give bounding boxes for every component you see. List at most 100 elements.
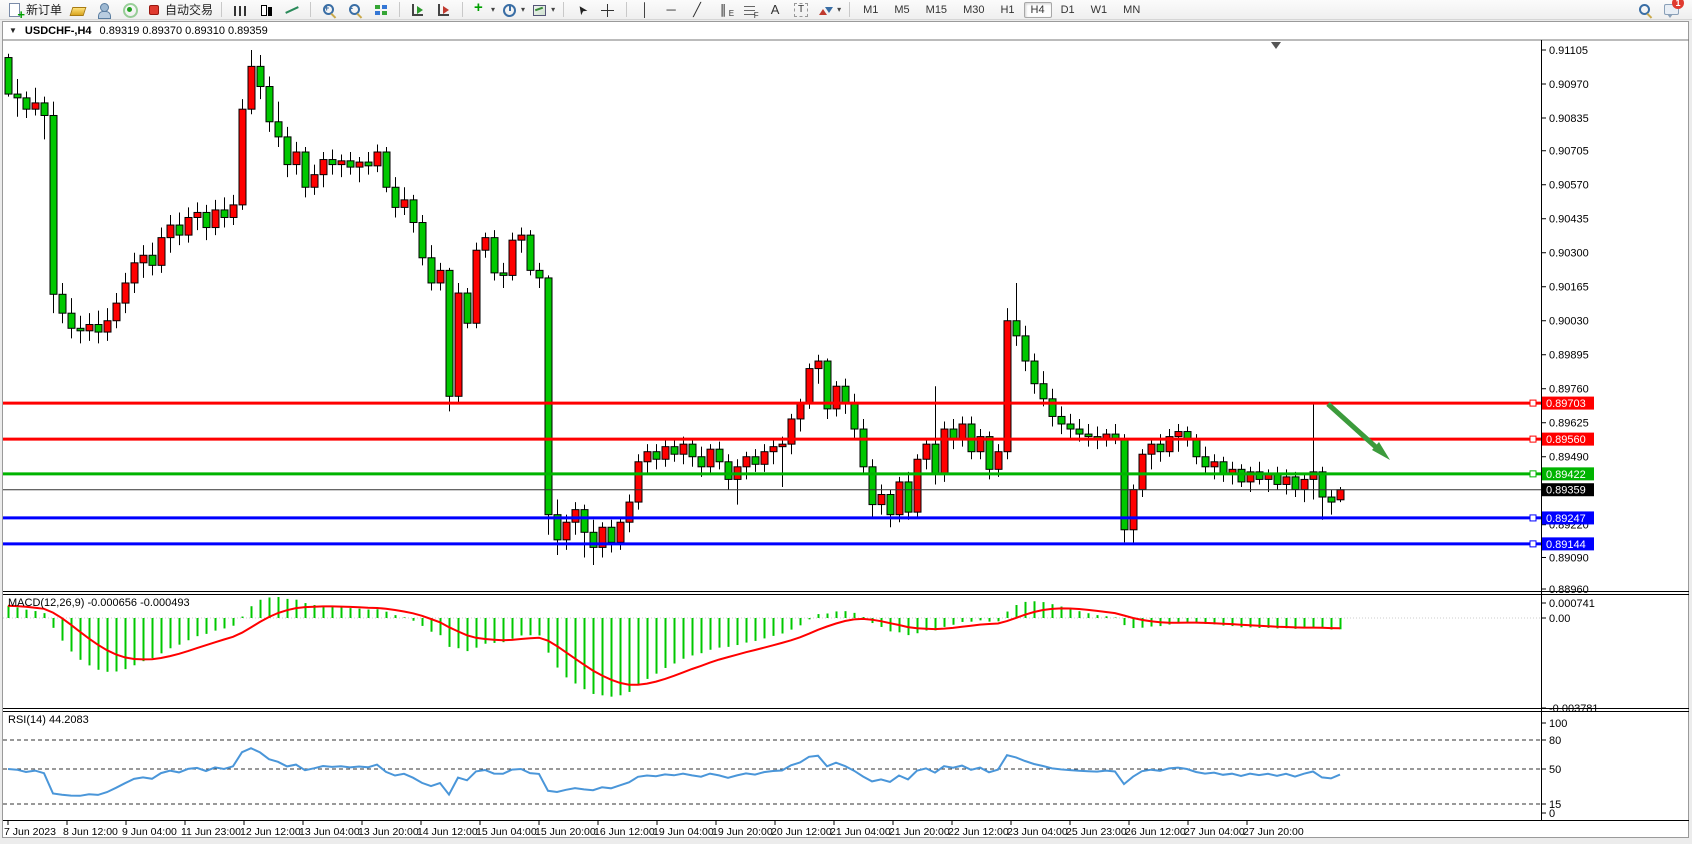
trendline-button[interactable]: ╱ xyxy=(684,1,710,19)
chart-menu-arrow[interactable]: ▼ xyxy=(9,26,17,35)
price-badge-label: 0.89560 xyxy=(1546,434,1586,446)
zoom-in-button[interactable]: + xyxy=(316,1,342,19)
arrows-icon xyxy=(817,2,834,18)
zoom-out-button[interactable]: - xyxy=(342,1,368,19)
chart-title-bar: ▼ USDCHF-,H4 0.89319 0.89370 0.89310 0.8… xyxy=(3,22,268,39)
hline-handle xyxy=(1529,470,1537,478)
indicator-axis-label: 100 xyxy=(1549,718,1567,730)
chart-symbol-period: USDCHF-,H4 xyxy=(24,24,92,37)
rsi-indicator xyxy=(3,739,1541,805)
timeframe-m5-button[interactable]: M5 xyxy=(894,3,910,16)
auto-trading-button-label: 自动交易 xyxy=(165,3,214,17)
channel-button[interactable]: ∥ E xyxy=(710,1,736,19)
auto-trading-icon xyxy=(146,2,162,18)
chevron-down-icon: ▾ xyxy=(837,5,842,14)
price-tick-label: 0.89895 xyxy=(1549,350,1589,362)
toolbar-separator xyxy=(310,2,312,17)
trendline-icon: ╱ xyxy=(693,1,701,17)
vertical-line-icon: │ xyxy=(641,1,650,17)
top-toolbar: 新订单自动交易+-▾▾▾➤│─╱∥EFAT▾M1M5M15M30H1H4D1W1… xyxy=(0,0,1692,22)
auto-trading-button[interactable]: 自动交易 xyxy=(143,1,216,19)
chat-icon: 1 xyxy=(1663,0,1684,18)
time-tick-label: 16 Jun 12:00 xyxy=(594,826,655,838)
time-axis: 7 Jun 2023 8 Jun 12:00 9 Jun 04:00 11 Jun 2… xyxy=(4,821,1304,838)
hline-handle xyxy=(1529,540,1537,548)
text-icon: A xyxy=(770,1,780,17)
crosshair-button[interactable] xyxy=(595,1,621,19)
timeframe-mn-button[interactable]: MN xyxy=(1123,3,1141,16)
bar-chart-icon xyxy=(234,6,247,16)
arrows-button[interactable]: ▾ xyxy=(814,1,844,19)
bar-chart-button[interactable] xyxy=(227,1,253,19)
time-tick-label: 15 Jun 20:00 xyxy=(535,826,596,838)
candlestick-chart-icon xyxy=(258,2,274,18)
price-tick-label: 0.90570 xyxy=(1549,180,1589,192)
timeframe-m1-button[interactable]: M1 xyxy=(863,3,879,16)
price-badge-label: 0.89247 xyxy=(1546,513,1586,525)
price-axis: 0.91105 0.90970 0.90835 0.90705 0.90570 0.904… xyxy=(1542,45,1599,820)
chevron-down-icon: ▾ xyxy=(521,5,526,14)
chart-shift-icon xyxy=(436,2,452,18)
templates-button[interactable]: ▾ xyxy=(528,1,558,19)
search-button[interactable] xyxy=(1632,1,1658,19)
tile-windows-button[interactable] xyxy=(368,1,394,19)
chart-frame xyxy=(3,39,1689,821)
timeframe-m30-button[interactable]: M30 xyxy=(963,3,985,16)
horizontal-level-lines[interactable] xyxy=(3,399,1541,548)
time-tick-label: 7 Jun 2023 xyxy=(4,826,56,838)
tile-windows-icon xyxy=(373,2,389,18)
price-tick-label: 0.90705 xyxy=(1549,146,1589,158)
time-tick-label: 22 Jun 12:00 xyxy=(948,826,1009,838)
price-tick-label: 0.90835 xyxy=(1549,113,1589,125)
templates-icon xyxy=(531,2,547,18)
price-tick-label: 0.89490 xyxy=(1549,452,1589,464)
notifications-button[interactable]: 1 xyxy=(1658,0,1684,19)
text-button[interactable]: A xyxy=(762,1,788,19)
auto-scroll-button[interactable] xyxy=(405,1,431,19)
signals-icon[interactable] xyxy=(117,1,143,19)
fibonacci-icon: F xyxy=(743,6,759,20)
label-button[interactable]: T xyxy=(788,1,814,19)
timeframe-w1-button[interactable]: W1 xyxy=(1090,3,1108,16)
timeframe-h4-button[interactable]: H4 xyxy=(1023,1,1052,18)
profiles-icon[interactable] xyxy=(91,1,117,19)
chart-window[interactable] xyxy=(2,21,1689,838)
time-tick-label: 15 Jun 04:00 xyxy=(476,826,537,838)
time-tick-label: 21 Jun 04:00 xyxy=(830,826,891,838)
fibonacci-button[interactable]: F xyxy=(736,1,762,20)
chevron-down-icon: ▾ xyxy=(491,5,496,14)
toolbar-separator xyxy=(563,2,565,17)
price-badge-label: 0.89359 xyxy=(1546,485,1586,497)
periods-button[interactable]: ▾ xyxy=(498,1,528,19)
indicators-icon xyxy=(471,0,487,18)
time-tick-label: 25 Jun 23:00 xyxy=(1066,826,1127,838)
time-tick-label: 11 Jun 23:00 xyxy=(181,826,241,838)
time-tick-label: 12 Jun 12:00 xyxy=(240,826,301,838)
time-tick-label: 13 Jun 04:00 xyxy=(299,826,360,838)
vertical-line-button[interactable]: │ xyxy=(632,1,658,19)
zoom-in-icon: + xyxy=(321,2,337,18)
price-tick-label: 0.88960 xyxy=(1549,584,1589,596)
price-tick-label: 0.90165 xyxy=(1549,282,1589,294)
trend-arrow-annotation[interactable] xyxy=(1326,402,1390,460)
price-badge-label: 0.89422 xyxy=(1546,469,1586,481)
timeframe-h1-button[interactable]: H1 xyxy=(1000,3,1015,16)
zoom-out-icon: - xyxy=(347,2,363,18)
indicators-button[interactable]: ▾ xyxy=(468,0,498,19)
indicator-axis-label: 0.000741 xyxy=(1549,598,1595,610)
new-order-icon xyxy=(7,2,25,22)
rsi-line xyxy=(7,747,1341,797)
indicator-axis-label: -0.003781 xyxy=(1549,703,1599,715)
price-tick-label: 0.90030 xyxy=(1549,316,1589,328)
timeframe-m15-button[interactable]: M15 xyxy=(925,3,948,16)
chart-shift-button[interactable] xyxy=(431,1,457,19)
time-tick-label: 13 Jun 20:00 xyxy=(358,826,419,838)
candlestick-chart-button[interactable] xyxy=(253,1,279,19)
toolbar-separator xyxy=(221,2,223,17)
new-order-button[interactable]: 新订单 xyxy=(4,1,65,22)
price-tick-label: 0.89760 xyxy=(1549,384,1589,396)
horizontal-line-button[interactable]: ─ xyxy=(658,1,684,19)
timeframe-d1-button[interactable]: D1 xyxy=(1060,3,1075,16)
indicator-axis-label: 50 xyxy=(1549,764,1561,776)
